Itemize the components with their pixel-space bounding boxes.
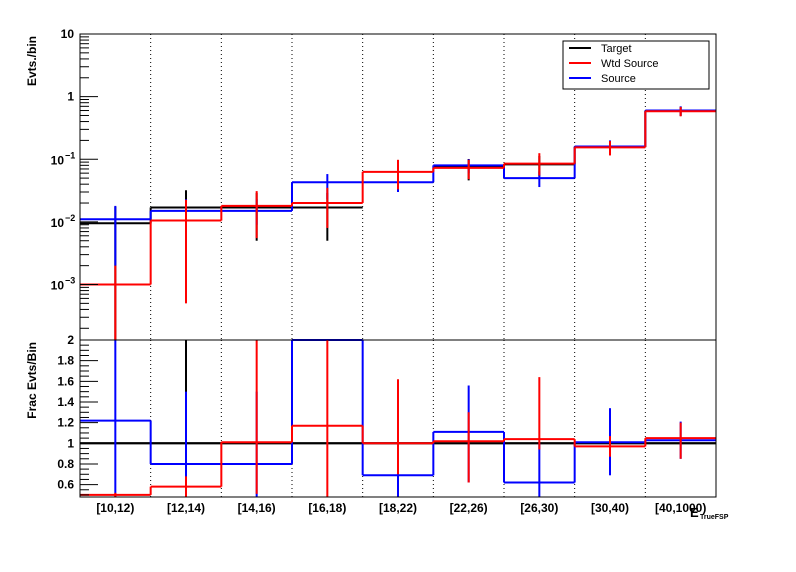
bottom-ytick-label: 1.6 — [57, 374, 74, 388]
legend-label-wtd-source: Wtd Source — [601, 58, 658, 70]
x-category-label: [40,1000) — [655, 501, 706, 515]
x-category-label: [26,30) — [520, 501, 558, 515]
x-category-label: [16,18) — [308, 501, 346, 515]
bottom-ytick-label: 1.4 — [57, 395, 74, 409]
x-category-label: [14,16) — [238, 501, 276, 515]
top-ylabel: Evts./bin — [25, 36, 39, 86]
top-ytick-label: 10 — [51, 216, 65, 230]
top-ytick-label: 10 — [51, 279, 65, 293]
bottom-ytick-label: 0.6 — [57, 478, 74, 492]
bottom-panel — [80, 339, 716, 497]
x-category-label: [22,26) — [450, 501, 488, 515]
top-ytick-label: 10 — [51, 153, 65, 167]
x-axis-title-subscript: TrueFSP — [700, 514, 729, 521]
x-category-label: [18,22) — [379, 501, 417, 515]
bottom-ylabel: Frac Evts/Bin — [25, 342, 39, 419]
top-ytick-exponent: −3 — [65, 276, 75, 286]
bottom-plot-frame — [79, 339, 717, 498]
x-axis-title: E — [690, 505, 699, 520]
legend: Target Wtd Source Source — [562, 40, 710, 90]
bottom-ytick-label: 1 — [67, 436, 74, 450]
bottom-ytick-label: 1.2 — [57, 416, 74, 430]
bottom-ytick-label: 0.8 — [57, 457, 74, 471]
top-frame — [79, 33, 717, 498]
bottom-ytick-label: 2 — [67, 333, 74, 347]
top-ytick-exponent: −2 — [65, 213, 75, 223]
legend-label-source: Source — [601, 73, 636, 85]
top-ytick-label: 10 — [61, 27, 75, 41]
top-ytick-exponent: −1 — [65, 150, 75, 160]
x-category-label: [10,12) — [96, 501, 134, 515]
legend-label-target: Target — [601, 43, 632, 55]
x-category-label: [12,14) — [167, 501, 205, 515]
x-category-label: [30,40) — [591, 501, 629, 515]
bottom-ytick-label: 1.8 — [57, 354, 74, 368]
top-ytick-label: 1 — [67, 90, 74, 104]
